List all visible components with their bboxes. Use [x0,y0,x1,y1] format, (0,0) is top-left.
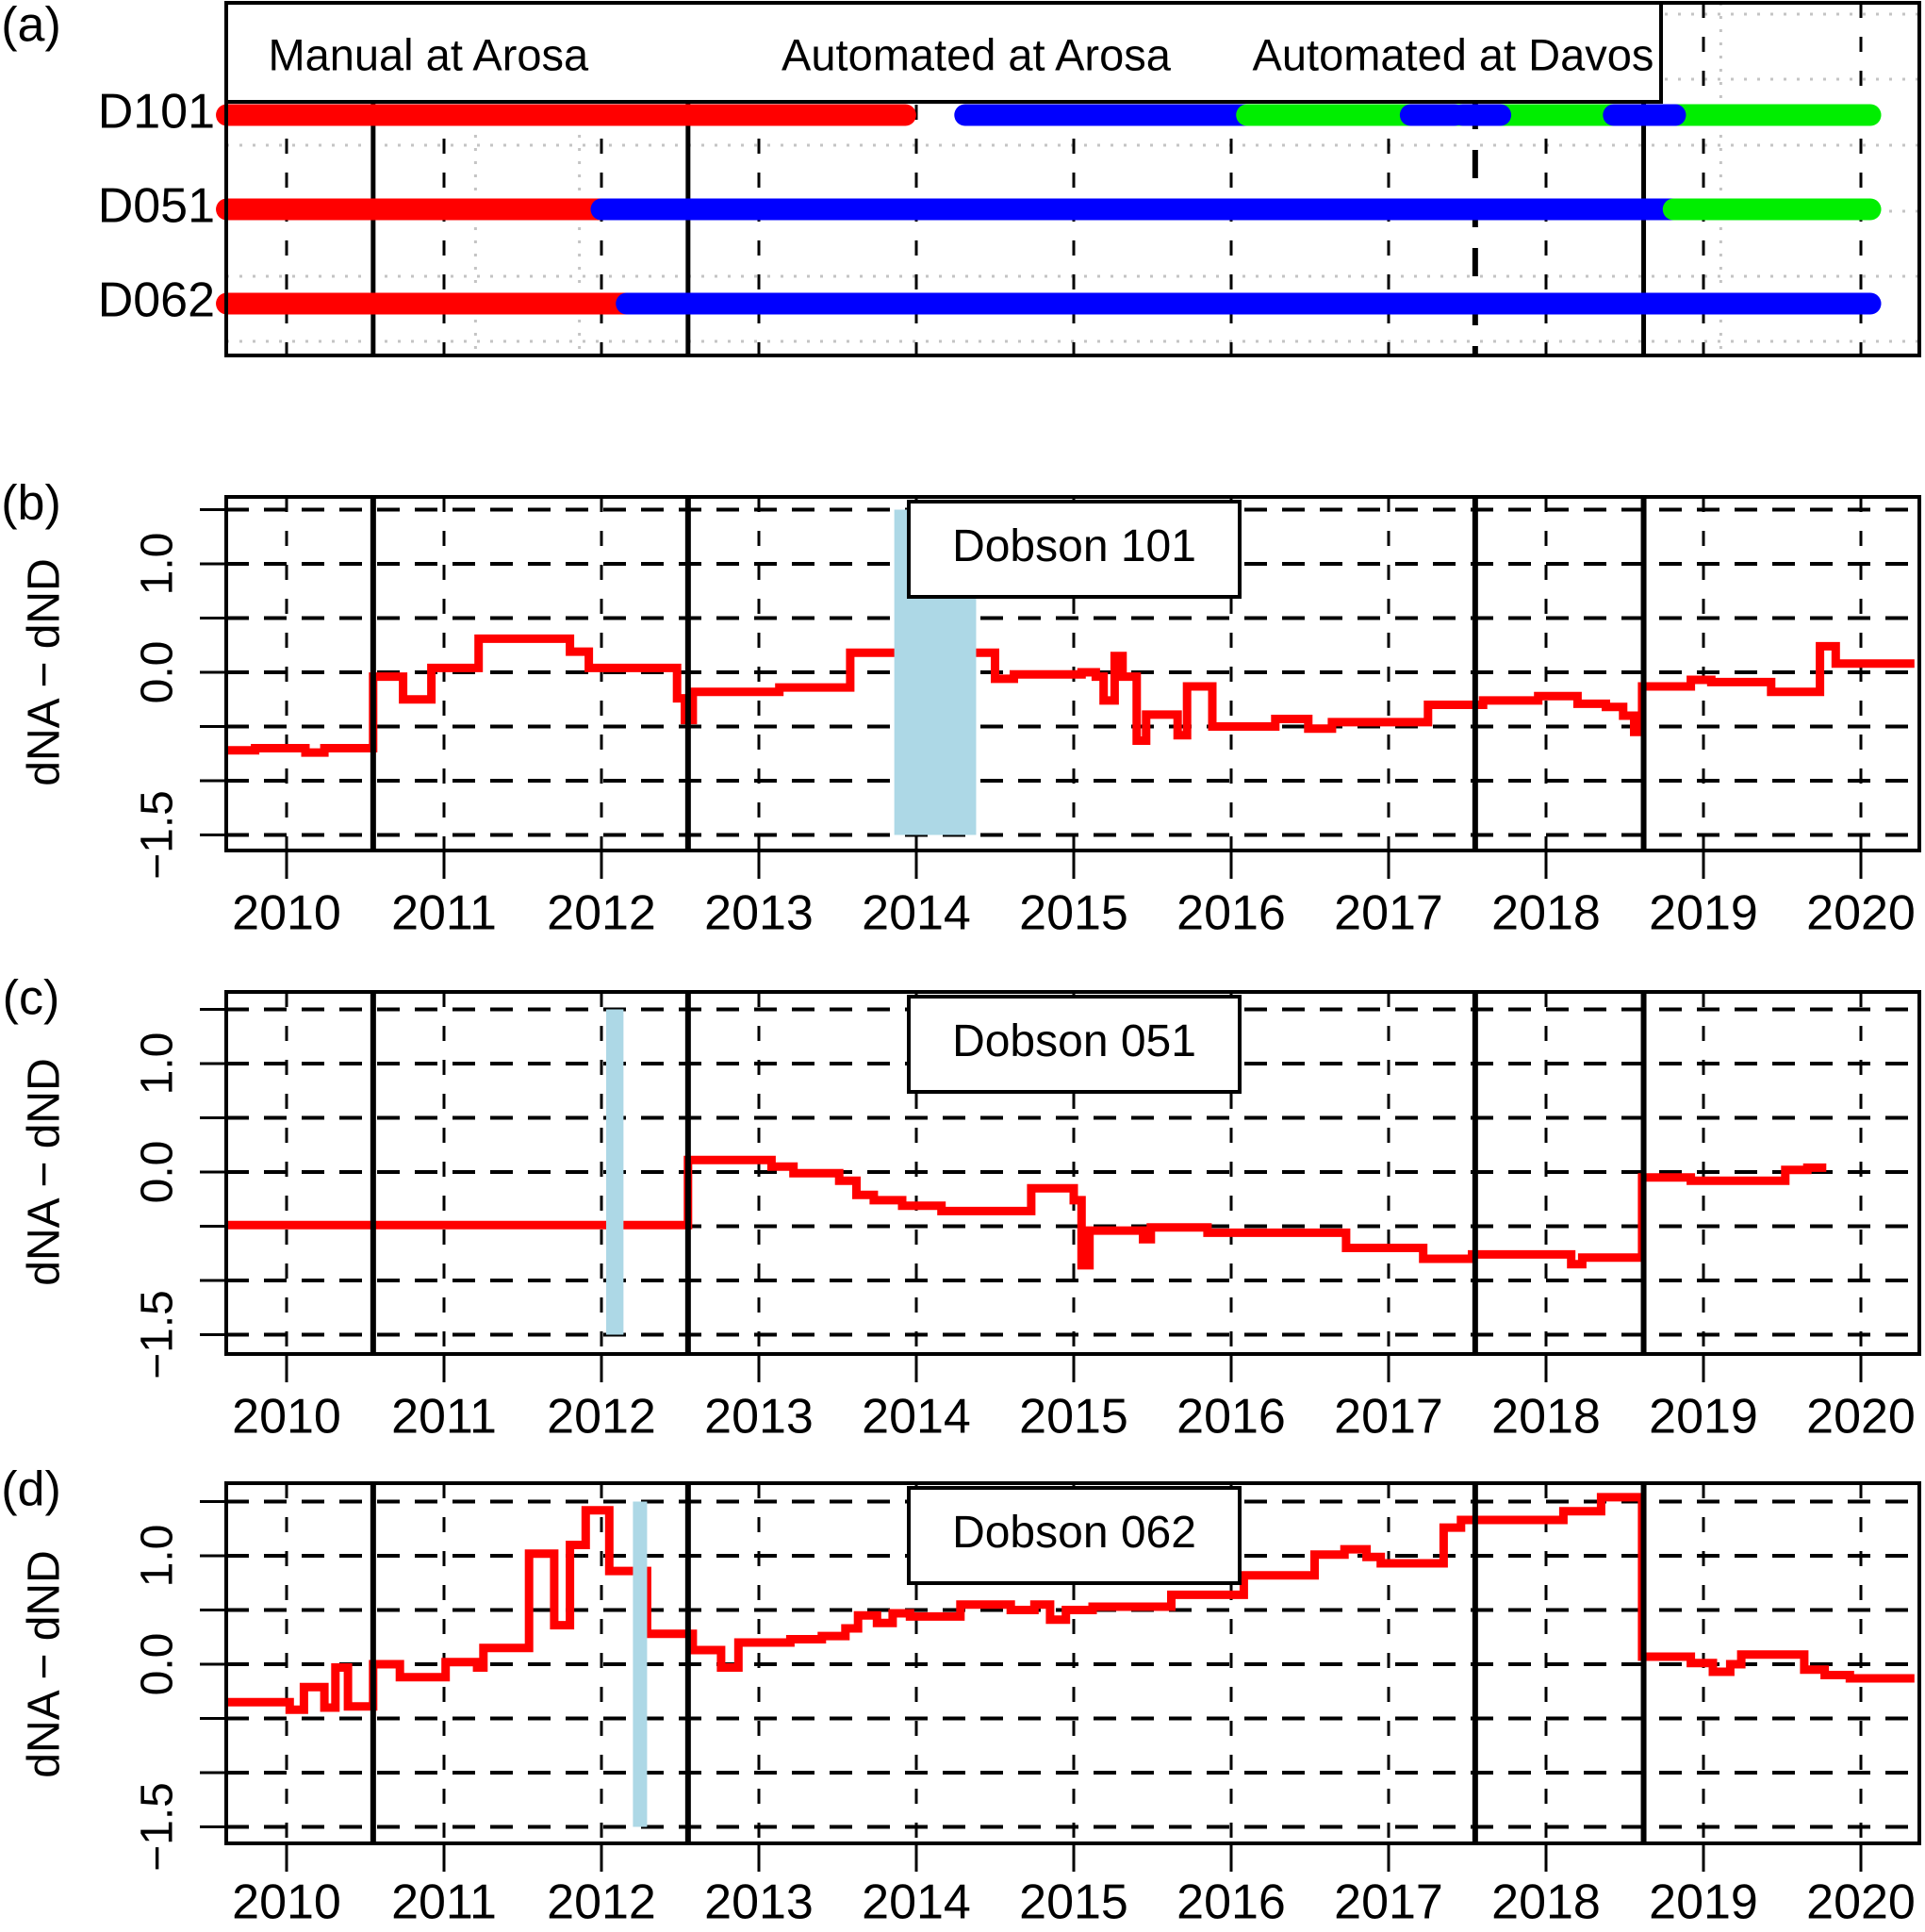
x-tick-label: 2016 [1176,886,1286,941]
y-tick-label: 0.0 [133,641,183,704]
x-tick-label: 2019 [1649,1875,1758,1930]
x-tick-label: 2017 [1334,1390,1443,1445]
x-tick-label: 2012 [547,1875,656,1930]
title-box [907,995,1242,1094]
x-tick-label: 2013 [704,886,814,941]
x-tick-label: 2017 [1334,886,1443,941]
y-axis-title: dNA − dND [20,1058,70,1285]
x-tick-label: 2010 [232,886,341,941]
x-tick-label: 2010 [232,1390,341,1445]
panel-title-b: Dobson 101 [952,521,1196,571]
panel-a-timeline: Manual at Arosa Automated at Arosa Automat… [98,1,1921,357]
shaded-transfer-band [633,1501,648,1827]
x-tick-label: 2014 [862,1875,971,1930]
panel-c-chart: Dobson 051 2010 2011 2012 2013 2014 2015 2016 20… [3,971,1921,1445]
series-line-dobson-051 [226,1155,1827,1270]
panel-tag-c: (c) [3,971,60,1026]
panel-tag-a: (a) [1,0,61,53]
x-tick-label: 2010 [232,1875,341,1930]
x-tick-label: 2012 [547,886,656,941]
y-axis-title: dNA − dND [20,1550,70,1777]
legend-item-0: Manual at Arosa [268,29,589,79]
panel-b-chart: Dobson 101 2010 2011 2012 2013 2014 2015 2016 20… [1,476,1921,941]
series-line-dobson-062 [226,1493,1915,1714]
row-label-d051: D051 [98,179,215,234]
series-line-dobson-101 [226,634,1915,757]
shaded-transfer-band [606,1009,624,1335]
x-tick-label: 2020 [1806,1875,1916,1930]
y-tick-label: 1.0 [133,1032,183,1096]
panel-title-c: Dobson 051 [952,1016,1196,1066]
row-label-d062: D062 [98,273,215,328]
y-tick-label: 1.0 [133,1525,183,1588]
y-tick-label: 0.0 [133,1141,183,1204]
x-tick-label: 2018 [1491,886,1601,941]
x-tick-label: 2015 [1019,1390,1128,1445]
x-tick-label: 2017 [1334,1875,1443,1930]
x-tick-label: 2020 [1806,1390,1916,1445]
panel-d-chart: Dobson 062 2010 2011 2012 2013 2014 2015 2016 20… [1,1462,1921,1930]
y-tick-label: −1.5 [133,1290,183,1379]
legend-item-1: Automated at Arosa [782,29,1172,79]
x-tick-label: 2014 [862,1390,971,1445]
x-tick-label: 2011 [391,1390,497,1445]
panel-a-border [224,1,1921,357]
x-tick-label: 2019 [1649,886,1758,941]
y-axis-title: dNA − dND [20,558,70,785]
row-label-d101: D101 [98,85,215,140]
y-tick-label: −1.5 [133,1782,183,1872]
x-tick-label: 2018 [1491,1875,1601,1930]
x-tick-label: 2011 [391,886,497,941]
x-tick-label: 2018 [1491,1390,1601,1445]
panel-tag-d: (d) [1,1462,61,1517]
x-tick-label: 2015 [1019,1875,1128,1930]
title-box [907,500,1242,599]
x-tick-label: 2016 [1176,1390,1286,1445]
y-tick-label: 1.0 [133,533,183,596]
x-tick-label: 2016 [1176,1875,1286,1930]
x-tick-label: 2011 [391,1875,497,1930]
title-box [907,1486,1242,1585]
x-tick-label: 2013 [704,1875,814,1930]
x-tick-label: 2015 [1019,886,1128,941]
x-tick-label: 2013 [704,1390,814,1445]
x-tick-label: 2019 [1649,1390,1758,1445]
x-tick-label: 2020 [1806,886,1916,941]
y-tick-label: −1.5 [133,790,183,880]
legend-item-2: Automated at Davos [1253,29,1654,79]
panel-tag-b: (b) [1,476,61,531]
y-tick-label: 0.0 [133,1633,183,1696]
panel-title-d: Dobson 062 [952,1508,1196,1558]
x-tick-label: 2014 [862,886,971,941]
x-tick-label: 2012 [547,1390,656,1445]
